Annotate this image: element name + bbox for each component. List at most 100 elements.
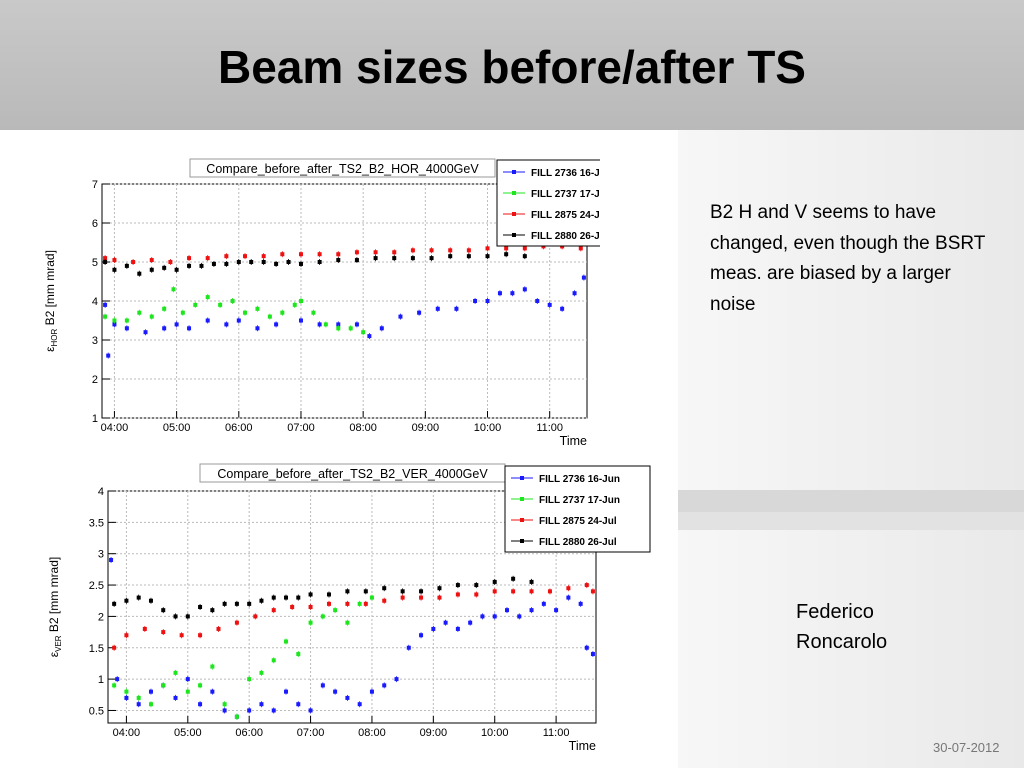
legend-marker xyxy=(512,212,516,216)
legend-marker xyxy=(520,497,524,501)
chart-title-box xyxy=(189,158,496,178)
data-point xyxy=(511,576,516,581)
data-point xyxy=(171,287,176,292)
decor-stripe xyxy=(678,512,1024,530)
data-point xyxy=(162,265,167,270)
title-band xyxy=(0,0,1024,130)
data-point xyxy=(230,299,235,303)
data-point xyxy=(274,322,279,327)
y-axis-label-text: B2 [mm mrad] xyxy=(47,557,61,636)
legend-entry: FILL 2737 17-Jun xyxy=(539,495,620,506)
data-point xyxy=(173,695,178,700)
data-point xyxy=(224,261,229,266)
data-point xyxy=(367,334,372,339)
data-point xyxy=(284,639,289,644)
data-point xyxy=(136,695,141,700)
data-point xyxy=(174,322,179,327)
data-point xyxy=(400,595,405,600)
data-point xyxy=(317,252,322,257)
data-point xyxy=(394,677,399,682)
series-fill-2736-16-jun xyxy=(109,556,595,720)
data-point xyxy=(308,620,313,625)
data-point xyxy=(210,608,215,613)
data-point xyxy=(581,275,586,280)
data-point xyxy=(435,306,440,311)
data-point xyxy=(193,302,198,307)
x-tick-label: 04:00 xyxy=(101,422,129,434)
data-point xyxy=(566,595,571,600)
data-point xyxy=(480,614,485,619)
data-point xyxy=(124,633,129,638)
data-point xyxy=(103,256,108,261)
legend-box xyxy=(496,159,600,247)
data-point xyxy=(522,254,527,259)
series-fill-2736-16-jun xyxy=(103,274,586,359)
data-point xyxy=(271,608,276,613)
data-point xyxy=(419,595,424,600)
data-point xyxy=(109,557,114,562)
data-point xyxy=(348,326,353,331)
data-point xyxy=(210,664,215,669)
data-point xyxy=(148,598,153,603)
data-point xyxy=(180,310,185,315)
data-point xyxy=(529,589,534,594)
legend-box xyxy=(504,465,651,553)
series-fill-2875-24-jul xyxy=(103,243,583,265)
y-tick-label: 4 xyxy=(92,296,98,308)
data-point xyxy=(149,267,154,272)
data-point xyxy=(185,689,190,694)
data-point xyxy=(448,248,453,253)
data-point xyxy=(205,256,210,261)
data-point xyxy=(466,254,471,259)
data-point xyxy=(274,261,279,266)
data-point xyxy=(222,601,227,606)
data-point xyxy=(187,263,192,268)
x-tick-label: 11:00 xyxy=(536,422,563,434)
data-point xyxy=(392,250,397,255)
data-point xyxy=(547,589,552,594)
data-point xyxy=(247,601,252,606)
data-point xyxy=(357,601,362,606)
data-point xyxy=(317,322,322,327)
data-point xyxy=(443,620,448,625)
data-point xyxy=(554,608,559,613)
author: Federico Roncarolo xyxy=(796,597,996,657)
decor-stripe xyxy=(678,490,1024,512)
data-point xyxy=(398,314,403,319)
data-point xyxy=(296,652,301,657)
data-point xyxy=(466,248,471,253)
legend-entry: FILL 2737 17-Jun xyxy=(531,189,600,200)
data-point xyxy=(492,579,497,584)
x-tick-label: 07:00 xyxy=(297,727,325,739)
data-point xyxy=(298,318,303,323)
data-point xyxy=(363,589,368,594)
data-point xyxy=(261,254,266,259)
data-point xyxy=(124,326,129,331)
data-point xyxy=(115,677,120,682)
data-point xyxy=(336,258,341,263)
data-point xyxy=(131,260,136,264)
chart-title: Compare_before_after_TS2_B2_VER_4000GeV xyxy=(217,467,488,481)
data-point xyxy=(345,695,350,700)
data-point xyxy=(136,595,141,600)
y-tick-label: 1 xyxy=(92,413,98,425)
data-point xyxy=(400,589,405,594)
data-point xyxy=(317,260,322,264)
data-point xyxy=(578,601,583,606)
data-point xyxy=(308,605,313,609)
y-tick-label: 1 xyxy=(98,674,104,686)
data-point xyxy=(284,689,289,694)
data-point xyxy=(410,248,415,253)
data-point xyxy=(236,318,241,323)
data-point xyxy=(354,250,359,255)
data-point xyxy=(492,589,497,594)
x-axis-label: Time xyxy=(569,739,596,753)
y-tick-label: 2 xyxy=(92,374,98,386)
data-point xyxy=(354,258,359,263)
data-point xyxy=(162,306,167,311)
data-point xyxy=(485,246,490,251)
legend-marker xyxy=(520,476,524,480)
data-point xyxy=(261,260,266,264)
x-tick-label: 11:00 xyxy=(543,727,570,739)
data-point xyxy=(168,260,173,264)
